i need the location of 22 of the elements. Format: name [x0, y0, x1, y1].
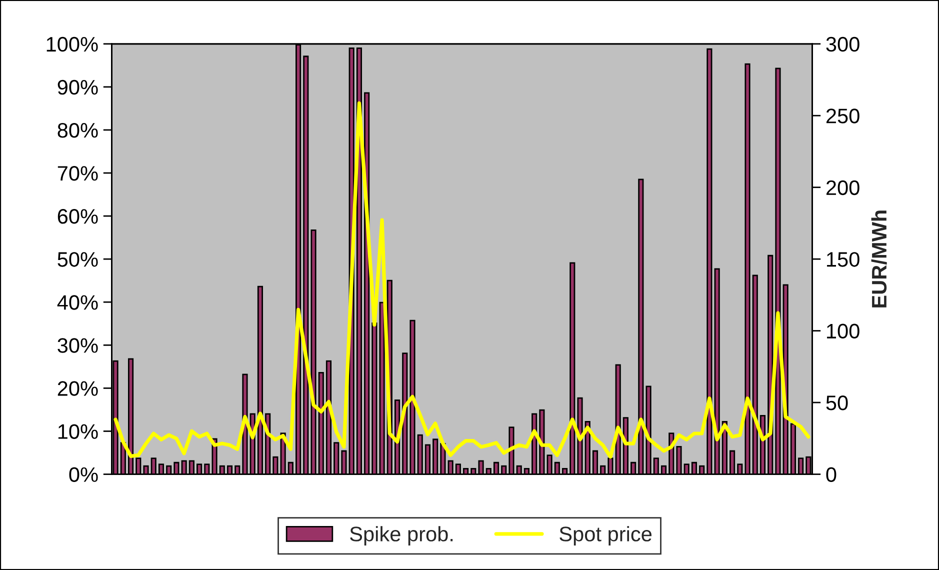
y2-tick-label: 50 — [826, 396, 848, 410]
y2-axis-title: EUR/MWh — [871, 210, 887, 308]
y-tick-label: 0% — [69, 467, 98, 482]
y2-tick-label: 100 — [827, 324, 860, 339]
y-tick-label: 20% — [58, 381, 98, 396]
y-tick-label: 10% — [58, 424, 98, 439]
y2-tick-label: 200 — [826, 180, 860, 196]
y-tick-label: 80% — [58, 122, 98, 138]
line-series — [114, 101, 810, 459]
y-tick-label: 60% — [58, 209, 98, 224]
y2-tick-label: 0 — [826, 467, 836, 482]
legend-label: Spot price — [560, 526, 652, 546]
y2-tick-label: 300 — [826, 36, 860, 52]
y2-tick-label: 150 — [827, 252, 860, 267]
legend-label: Spike prob. — [350, 526, 453, 546]
y-tick-label: 40% — [57, 295, 98, 310]
y-tick-label: 90% — [58, 80, 98, 95]
y-tick-label: 100% — [46, 36, 98, 52]
y-tick-label: 50% — [58, 252, 98, 267]
y-tick-label: 30% — [58, 338, 98, 353]
y2-tick-label: 250 — [826, 108, 860, 124]
y-tick-label: 70% — [58, 166, 98, 181]
